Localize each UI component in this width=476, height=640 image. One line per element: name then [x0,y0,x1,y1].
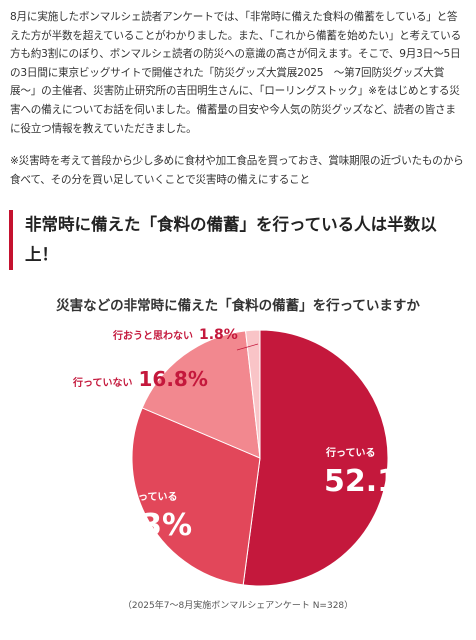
slice-value: 16.8% [138,367,208,391]
pie-slice-plan [131,407,261,586]
slice-label-doing: 行っている 52.1% [324,444,429,499]
chart-title: 災害などの非常時に備えた「食料の備蓄」を行っていますか [56,298,420,314]
slice-label-not-doing: 行っていない 16.8% [73,367,208,391]
intro-paragraph: 8月に実施したボンマルシェ読者アンケートでは、「非常時に備えた食料の備蓄をしてい… [10,11,461,135]
slice-label-text: 行おうと思っている [88,492,178,503]
slice-value: 1.8% [199,327,238,343]
chart-source: （2025年7〜8月実施ボンマルシェアンケート N=328） [122,601,354,611]
section-heading: 非常時に備えた「食料の備蓄」を行っている人は半数以上！ [9,210,461,270]
slice-label-no-plan: 行おうと思わない 1.8% [113,327,238,343]
pie-slice-doing [242,329,389,587]
pie-slice-no-plan [245,329,261,459]
footnote-text: ※災害時を考えて普段から少し多めに食材や加工食品を買っておき、賞味期限の近づいた… [10,155,464,186]
slice-label-text: 行おうと思わない [113,331,193,342]
leader-line [236,343,259,351]
slice-value: 52.1% [324,464,429,499]
pie-chart [131,329,389,587]
slice-value: 29.3% [88,508,193,543]
slice-label-text: 行っている [326,448,376,459]
slice-label-text: 行っていない [73,378,133,389]
intro-text: 8月に実施したボンマルシェ読者アンケートでは、「非常時に備えた食料の備蓄をしてい… [10,8,466,138]
pie-slice-not-doing [141,330,261,459]
slice-label-plan: 行おうと思っている 29.3% [88,488,192,543]
footnote: ※災害時を考えて普段から少し多めに食材や加工食品を買っておき、賞味期限の近づいた… [10,152,466,189]
